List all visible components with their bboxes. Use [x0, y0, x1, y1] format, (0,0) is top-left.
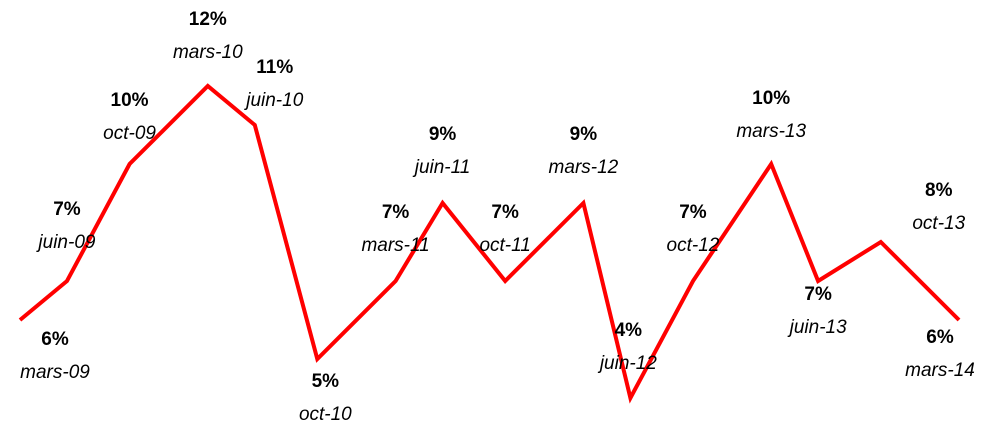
- data-label: 9%: [570, 124, 598, 145]
- data-label: 6%: [41, 329, 69, 350]
- date-label: mars-09: [20, 362, 90, 383]
- data-label: 10%: [752, 88, 790, 109]
- date-label: juin-13: [787, 317, 847, 338]
- line-series: [18, 83, 961, 404]
- data-label: 11%: [256, 57, 293, 78]
- data-label: 7%: [382, 202, 410, 223]
- date-label: juin-10: [243, 90, 303, 111]
- date-label: mars-10: [173, 42, 243, 63]
- data-label: 5%: [312, 371, 340, 392]
- data-label: 7%: [53, 199, 81, 220]
- data-label: 7%: [679, 202, 707, 223]
- data-label: 4%: [615, 320, 643, 341]
- date-label: oct-13: [912, 213, 965, 234]
- date-label: juin-09: [35, 232, 95, 253]
- date-label: mars-13: [736, 121, 806, 142]
- data-label: 6%: [926, 327, 954, 348]
- data-label: 7%: [804, 284, 832, 305]
- date-label: juin-11: [412, 157, 471, 178]
- data-label: 10%: [111, 90, 149, 111]
- date-label: mars-11: [361, 235, 429, 256]
- date-label: oct-11: [479, 235, 530, 256]
- date-label: oct-12: [667, 235, 720, 256]
- date-label: juin-12: [597, 353, 657, 374]
- data-label: 12%: [189, 9, 227, 30]
- data-label: 8%: [925, 180, 953, 201]
- date-label: oct-09: [103, 123, 156, 144]
- date-label: mars-14: [905, 360, 975, 381]
- date-label: mars-12: [549, 157, 619, 178]
- data-label: 9%: [429, 124, 457, 145]
- date-label: oct-10: [299, 404, 352, 424]
- data-label: 7%: [491, 202, 519, 223]
